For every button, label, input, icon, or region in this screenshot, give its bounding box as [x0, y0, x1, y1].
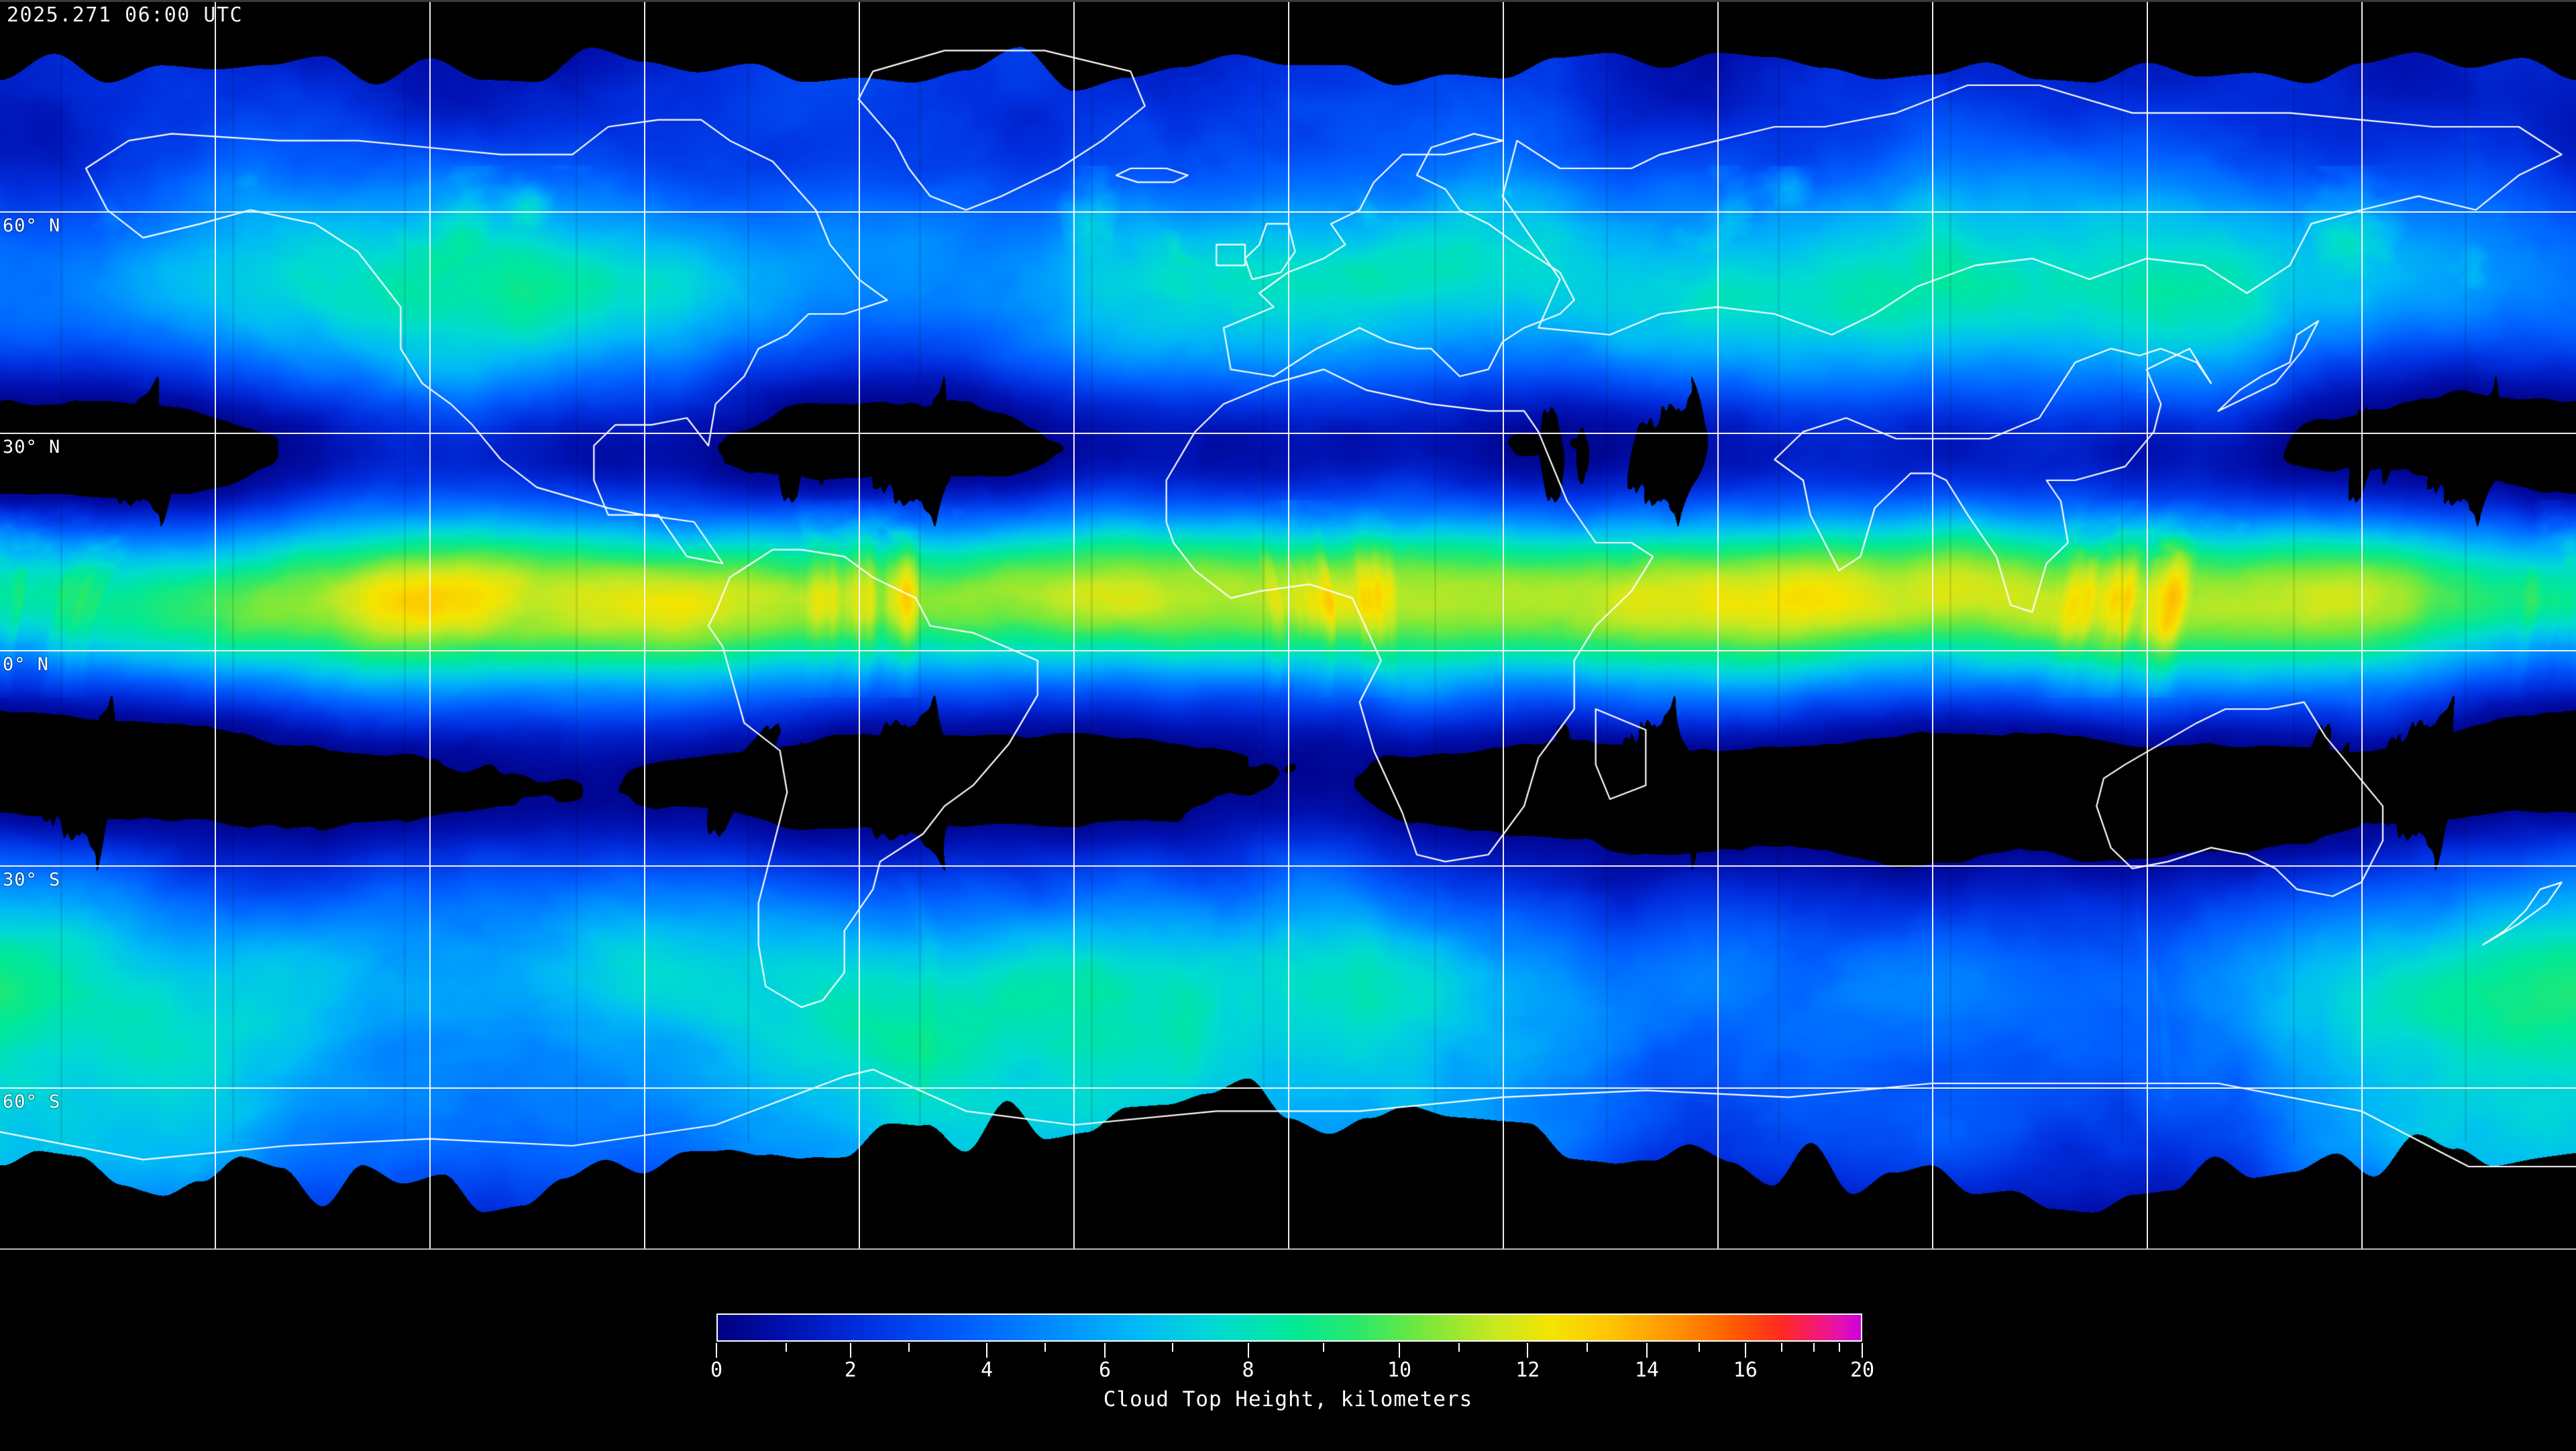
- lat-label-0N: 0° N: [3, 654, 50, 675]
- colorbar-tick-20: [1862, 1343, 1863, 1358]
- colorbar-legend: 0 2 4 6 8 10 12 14 16 20 Cloud Top Height, kilome…: [0, 1250, 2576, 1451]
- colorbar-tick-10: [1398, 1343, 1400, 1358]
- colorbar-tick-14: [1646, 1343, 1648, 1358]
- colorbar-tick-7: [1171, 1343, 1173, 1352]
- lat-label-60S: 60° S: [3, 1091, 61, 1112]
- colorbar-tick-label-20: 20: [1849, 1358, 1875, 1382]
- cloud-top-height-raster[interactable]: [0, 2, 2576, 1250]
- colorbar-tick-label-4: 4: [981, 1358, 994, 1382]
- colorbar[interactable]: [716, 1313, 1862, 1342]
- timestamp-label: 2025.271 06:00 UTC: [7, 3, 244, 27]
- colorbar-tick-9: [1323, 1343, 1325, 1352]
- lat-label-30N: 30° N: [3, 437, 61, 458]
- colorbar-tick-8: [1247, 1343, 1249, 1358]
- colorbar-tick-label-8: 8: [1242, 1358, 1254, 1382]
- colorbar-tick-16: [1744, 1343, 1746, 1358]
- colorbar-caption: Cloud Top Height, kilometers: [1103, 1387, 1473, 1411]
- colorbar-tick-label-12: 12: [1515, 1358, 1540, 1382]
- colorbar-tick-label-0: 0: [710, 1358, 723, 1382]
- colorbar-wrap[interactable]: [716, 1313, 1862, 1342]
- colorbar-tick-18: [1813, 1343, 1815, 1352]
- lat-label-30S: 30° S: [3, 869, 61, 890]
- colorbar-tick-label-10: 10: [1387, 1358, 1412, 1382]
- colorbar-tick-label-2: 2: [844, 1358, 857, 1382]
- colorbar-tick-1: [786, 1343, 788, 1352]
- colorbar-tick-12: [1527, 1343, 1529, 1358]
- colorbar-tick-6: [1104, 1343, 1106, 1358]
- colorbar-tick-label-14: 14: [1634, 1358, 1659, 1382]
- colorbar-tick-0: [716, 1343, 717, 1358]
- colorbar-tick-label-6: 6: [1098, 1358, 1112, 1382]
- colorbar-tick-4: [986, 1343, 988, 1358]
- colorbar-tick-19: [1838, 1343, 1840, 1352]
- global-map-panel[interactable]: 60° N 30° N 0° N 30° S 60° S 2025.271 06:00 …: [0, 2, 2576, 1250]
- colorbar-tick-13: [1587, 1343, 1589, 1352]
- colorbar-gradient: [718, 1315, 1861, 1340]
- colorbar-tick-17: [1781, 1343, 1783, 1352]
- colorbar-tick-15: [1699, 1343, 1701, 1352]
- lat-label-60N: 60° N: [3, 215, 61, 236]
- colorbar-tick-2: [849, 1343, 851, 1358]
- colorbar-tick-11: [1458, 1343, 1460, 1352]
- colorbar-tick-label-16: 16: [1733, 1358, 1758, 1382]
- panel-divider: [0, 1248, 2576, 1250]
- colorbar-tick-3: [908, 1343, 910, 1352]
- colorbar-tick-5: [1044, 1343, 1046, 1352]
